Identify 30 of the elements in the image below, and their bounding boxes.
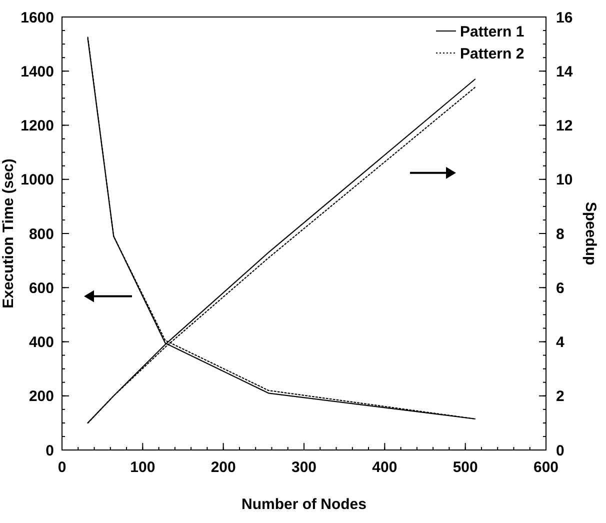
y-axis-title: Execution Time (sec) (0, 158, 17, 308)
y2-tick-label: 16 (556, 9, 573, 26)
legend-label: Pattern 2 (460, 45, 524, 62)
x-tick-label: 100 (130, 459, 156, 476)
x-tick-label: 400 (372, 459, 398, 476)
y-tick-label: 200 (28, 388, 54, 406)
y-tick-label: 0 (46, 442, 54, 460)
x-tick-label: 300 (291, 459, 317, 476)
x-tick-label: 500 (452, 459, 478, 476)
y2-tick-label: 14 (556, 63, 574, 80)
y-tick-label: 600 (28, 280, 54, 297)
y-tick-label: 1400 (20, 63, 54, 80)
x-tick-label: 600 (533, 459, 559, 476)
y-tick-label: 1600 (20, 9, 54, 26)
legend-label: Pattern 1 (460, 23, 524, 40)
y2-tick-label: 2 (556, 388, 564, 406)
x-axis-title: Number of Nodes (241, 496, 367, 513)
x-tick-label: 0 (58, 459, 66, 476)
y2-tick-label: 8 (556, 226, 564, 243)
y-tick-label: 800 (28, 226, 54, 243)
y2-axis-title: Speedup (582, 202, 599, 266)
y-tick-label: 1000 (20, 172, 54, 189)
y2-tick-label: 10 (556, 172, 573, 189)
y-tick-label: 400 (28, 334, 54, 351)
y2-tick-label: 6 (556, 280, 564, 297)
y2-tick-label: 0 (556, 442, 564, 460)
y-tick-label: 1200 (20, 118, 54, 134)
y2-tick-label: 12 (556, 118, 573, 134)
y2-tick-label: 4 (556, 334, 565, 351)
x-tick-label: 200 (210, 459, 236, 476)
